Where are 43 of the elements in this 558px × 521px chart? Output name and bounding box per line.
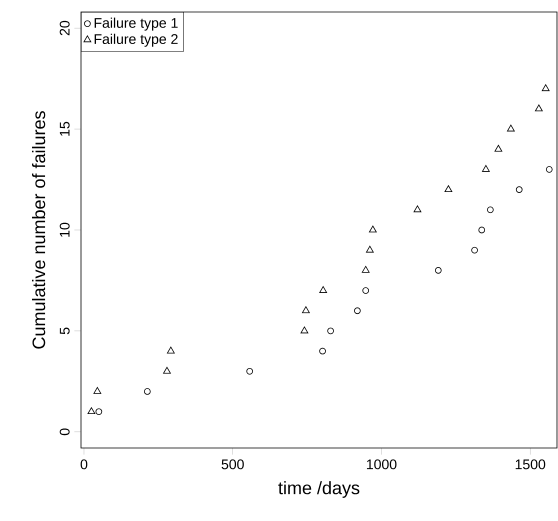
y-tick-label: 0 (60, 428, 70, 436)
x-tick-label: 1500 (516, 459, 546, 470)
point (507, 124, 515, 132)
point (246, 368, 254, 375)
y-axis-title: Cumulative number of failures (32, 111, 46, 349)
point (546, 166, 553, 173)
x-tick-label: 500 (222, 459, 244, 470)
y-tick-label: 5 (60, 328, 70, 334)
point (362, 266, 370, 273)
point (434, 267, 442, 274)
point (362, 287, 370, 294)
point (494, 144, 502, 152)
y-tick-label: 10 (60, 222, 70, 237)
y-tick-label: 15 (60, 122, 70, 136)
legend-label: Failure type 1 (94, 18, 178, 31)
point (319, 286, 328, 293)
point (319, 348, 326, 354)
x-tick-label: 0 (80, 459, 88, 470)
y-tick-label: 20 (60, 20, 70, 36)
point (482, 165, 490, 172)
legend-label: Failure type 2 (94, 34, 178, 47)
point (414, 205, 422, 212)
point (534, 104, 543, 112)
point (478, 226, 486, 234)
point (516, 186, 523, 193)
point (300, 326, 308, 334)
point (302, 306, 310, 314)
point (166, 346, 175, 354)
x-axis-title: time /days (278, 481, 360, 498)
point (354, 307, 361, 314)
point (368, 226, 377, 232)
point (163, 366, 171, 374)
point (366, 246, 374, 253)
point (144, 388, 151, 395)
point (471, 246, 478, 254)
point (88, 407, 96, 414)
point (487, 206, 494, 214)
point (94, 387, 102, 394)
point (542, 84, 550, 92)
point (96, 408, 102, 415)
x-tick-label: 1000 (366, 459, 396, 470)
point (327, 328, 334, 334)
point (444, 185, 452, 192)
